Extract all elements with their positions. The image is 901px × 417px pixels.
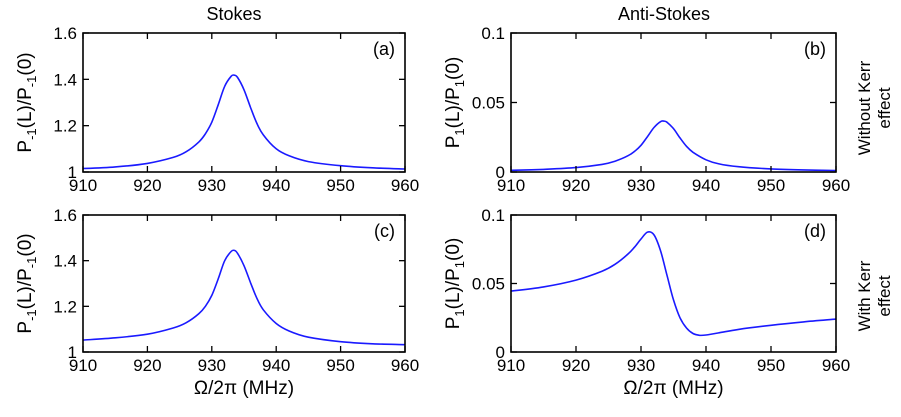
- y-tick-label: 0.05: [472, 275, 505, 294]
- y-axis-label: P1(L)/P1(0): [443, 57, 467, 149]
- x-tick-label: 930: [627, 356, 655, 375]
- row-label-without-kerr: Without Kerr effect: [855, 60, 894, 155]
- y-tick-label: 1.6: [53, 24, 77, 43]
- x-tick-label: 940: [692, 176, 720, 195]
- x-tick-label: 960: [822, 176, 850, 195]
- y-tick-label: 0.1: [481, 24, 505, 43]
- y-tick-label: 1: [68, 343, 77, 362]
- column-title-stokes: Stokes: [206, 4, 261, 24]
- x-tick-label: 950: [326, 356, 354, 375]
- y-tick-label: 0: [496, 343, 505, 362]
- x-tick-label: 930: [627, 176, 655, 195]
- panel-label: (a): [373, 39, 395, 59]
- panel-label: (b): [804, 39, 826, 59]
- x-tick-label: 910: [69, 356, 97, 375]
- x-tick-label: 930: [198, 356, 226, 375]
- plot-frame: [82, 32, 406, 173]
- x-tick-label: 920: [562, 356, 590, 375]
- y-tick-label: 0.05: [472, 94, 505, 113]
- panel-a: 910 920 930 940 950 960 1 1.2 1.4 1.6 (a) P-1(L)/P-…: [15, 24, 419, 195]
- x-tick-label: 940: [262, 356, 290, 375]
- y-tick-label: 1.2: [53, 297, 77, 316]
- y-axis-label: P1(L)/P1(0): [443, 238, 467, 330]
- x-tick-label: 950: [326, 176, 354, 195]
- x-tick-label: 950: [757, 176, 785, 195]
- x-tick-label: 910: [497, 176, 525, 195]
- row-label-with-kerr-line2: effect: [875, 275, 894, 317]
- x-axis-label: Ω/2π (MHz): [623, 378, 723, 399]
- panel-c: 910 920 930 940 950 960 1 1.2 1.4 1.6 (c) P-1(L)/P-…: [15, 206, 419, 399]
- column-title-anti-stokes: Anti-Stokes: [618, 4, 710, 24]
- row-label-with-kerr: With Kerr effect: [855, 260, 894, 331]
- y-tick-label: 1.4: [53, 70, 77, 89]
- x-tick-label: 940: [692, 356, 720, 375]
- series-line: [510, 231, 837, 337]
- y-tick-label: 1.4: [53, 252, 77, 271]
- series-line: [82, 74, 406, 170]
- y-tick-label: 1.2: [53, 117, 77, 136]
- x-tick-label: 910: [69, 176, 97, 195]
- x-tick-label: 920: [133, 356, 161, 375]
- y-tick-label: 1.6: [53, 206, 77, 225]
- x-tick-label: 960: [822, 356, 850, 375]
- x-tick-label: 930: [198, 176, 226, 195]
- panel-d: 910 920 930 940 950 960 0 0.05 0.1 (d) P1(L)/P1(0)…: [443, 206, 850, 399]
- x-tick-label: 940: [262, 176, 290, 195]
- plot-frame: [510, 32, 837, 173]
- x-axis-label: Ω/2π (MHz): [194, 378, 294, 399]
- y-tick-label: 1: [68, 163, 77, 182]
- y-tick-label: 0.1: [481, 206, 505, 225]
- x-tick-label: 960: [391, 176, 419, 195]
- x-tick-label: 910: [497, 356, 525, 375]
- plot-frame: [82, 214, 406, 353]
- y-tick-label: 0: [496, 163, 505, 182]
- x-tick-label: 920: [562, 176, 590, 195]
- row-label-without-kerr-line1: Without Kerr: [855, 60, 874, 155]
- row-label-without-kerr-line2: effect: [875, 87, 894, 129]
- y-axis-label: P-1(L)/P-1(0): [15, 233, 39, 333]
- x-tick-label: 950: [757, 356, 785, 375]
- x-tick-label: 960: [391, 356, 419, 375]
- panel-b: 910 920 930 940 950 960 0 0.05 0.1 (b) P1(L)/P1(0): [443, 24, 850, 195]
- series-line: [82, 249, 406, 346]
- series-line: [510, 120, 837, 172]
- row-label-with-kerr-line1: With Kerr: [855, 260, 874, 331]
- x-tick-label: 920: [133, 176, 161, 195]
- panel-label: (d): [804, 221, 826, 241]
- y-axis-label: P-1(L)/P-1(0): [15, 52, 39, 152]
- panel-label: (c): [374, 221, 395, 241]
